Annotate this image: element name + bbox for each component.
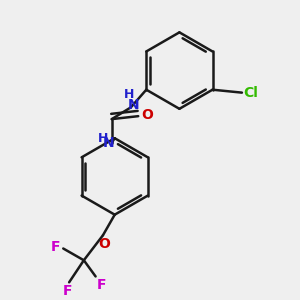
Text: O: O: [98, 237, 110, 251]
Text: F: F: [97, 278, 106, 292]
Text: N: N: [128, 98, 140, 112]
Text: O: O: [141, 108, 153, 122]
Text: Cl: Cl: [243, 85, 258, 100]
Text: F: F: [51, 240, 60, 254]
Text: N: N: [102, 136, 114, 150]
Text: F: F: [63, 284, 72, 298]
Text: H: H: [124, 88, 135, 101]
Text: H: H: [98, 132, 108, 145]
